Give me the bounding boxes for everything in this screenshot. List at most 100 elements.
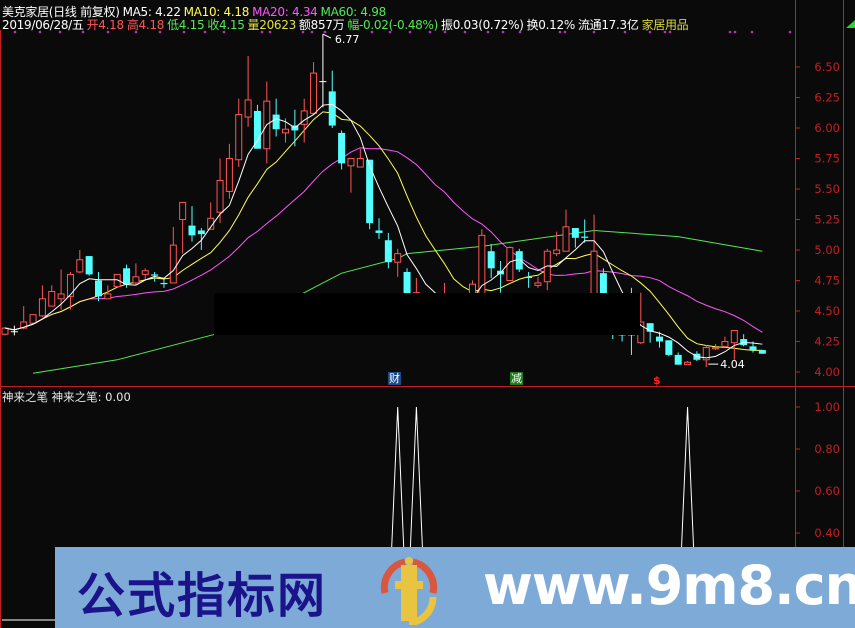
candle-body-doji bbox=[10, 331, 18, 333]
signal-dot bbox=[323, 30, 327, 34]
candle-body-up bbox=[730, 330, 738, 344]
signal-dot bbox=[310, 30, 314, 34]
signal-dot bbox=[623, 30, 627, 34]
y-tick-label: 5.75 bbox=[814, 152, 840, 166]
indicator-label: 神来之笔 神来之笔: 0.00 bbox=[2, 390, 131, 404]
signal-dot bbox=[428, 30, 432, 34]
signal-dot bbox=[388, 30, 392, 34]
candle-body-down bbox=[375, 230, 383, 233]
signal-dot bbox=[501, 30, 505, 34]
y-tick-label: 4.75 bbox=[814, 274, 840, 288]
candle-body-up bbox=[132, 276, 140, 284]
quote-amount: 额857万 bbox=[298, 18, 345, 32]
y-tick-label: 6.50 bbox=[814, 60, 840, 74]
quote-low: 低4.15 bbox=[167, 18, 205, 32]
marker-jian[interactable]: 减 bbox=[510, 372, 523, 385]
signal-dot bbox=[663, 30, 667, 34]
signal-dot bbox=[728, 30, 732, 34]
quote-close: 收4.15 bbox=[207, 18, 245, 32]
candle-body-down bbox=[151, 274, 159, 276]
signal-dot bbox=[408, 30, 412, 34]
candle-body-up bbox=[20, 321, 28, 329]
candle-body-down bbox=[338, 132, 346, 164]
candle-body-up bbox=[347, 158, 355, 167]
candle-body-down bbox=[515, 251, 523, 270]
candle-body-up bbox=[179, 201, 187, 220]
y-tick-label: 5.00 bbox=[814, 243, 840, 257]
signal-dot bbox=[134, 30, 138, 34]
y-tick-label: 4.25 bbox=[814, 335, 840, 349]
ma20-line bbox=[4, 147, 763, 333]
watermark-cn: 公式指标网 bbox=[77, 568, 328, 624]
ma20-value: MA20: 4.34 bbox=[252, 5, 318, 19]
candle-body-up bbox=[394, 253, 402, 263]
signal-dot bbox=[592, 30, 596, 34]
candle-body-down bbox=[253, 110, 261, 149]
signal-dot bbox=[788, 30, 792, 34]
header-ma-line: 美克家居(日线 前复权) MA5: 4.22 MA10: 4.18 MA20: 4.3… bbox=[2, 3, 389, 20]
signal-dot bbox=[301, 30, 305, 34]
header-quote-line: 2019/06/28/五 开4.18 高4.18 低4.15 收4.15 量20623 额8… bbox=[2, 16, 691, 33]
watermark-url: www.9m8.cn bbox=[483, 554, 855, 617]
ma10-line bbox=[4, 111, 763, 351]
signal-dot bbox=[463, 30, 467, 34]
signal-dot bbox=[558, 30, 562, 34]
marker-dollar[interactable]: $ bbox=[653, 374, 661, 387]
candle-body-up bbox=[141, 270, 149, 275]
candle-body-up bbox=[113, 273, 121, 288]
signal-dot bbox=[486, 30, 490, 34]
quote-sector: 家居用品 bbox=[641, 18, 689, 32]
candle-body-up bbox=[300, 110, 308, 125]
candle-body-down bbox=[665, 340, 673, 355]
candle-body-up bbox=[225, 158, 233, 192]
signal-dot bbox=[182, 30, 186, 34]
stock-title: 美克家居(日线 前复权) bbox=[2, 5, 120, 19]
signal-dot bbox=[38, 30, 42, 34]
quote-high: 高4.18 bbox=[126, 18, 165, 32]
candle-body-down bbox=[188, 225, 196, 236]
candle-body-down bbox=[758, 350, 766, 354]
quote-change: 幅-0.02(-0.48%) bbox=[347, 18, 438, 32]
candle-body-down bbox=[328, 91, 336, 126]
ma5-value: MA5: 4.22 bbox=[122, 5, 181, 19]
signal-dot bbox=[13, 30, 17, 34]
ma10-value: MA10: 4.18 bbox=[183, 5, 250, 19]
candle-body-down bbox=[674, 354, 682, 365]
candle-body-down bbox=[571, 228, 579, 238]
candle-body-up bbox=[57, 293, 65, 300]
signal-dot bbox=[648, 30, 652, 34]
quote-turnover: 换0.12% bbox=[526, 18, 576, 32]
candle-body-up bbox=[244, 99, 252, 118]
signal-dot bbox=[106, 30, 110, 34]
watermark-banner: 公式指标网 www.9m8.cn bbox=[55, 547, 855, 628]
candle-body-down bbox=[123, 268, 131, 285]
candle-body-up bbox=[169, 244, 177, 284]
signal-dot bbox=[733, 30, 737, 34]
ind-y-tick-label: 1.00 bbox=[814, 400, 840, 414]
low-price-label: 4.04 bbox=[720, 358, 745, 371]
candle-body-down bbox=[197, 230, 205, 235]
ma60-value: MA60: 4.98 bbox=[320, 5, 387, 19]
candle-body-up bbox=[76, 259, 84, 273]
y-tick-label: 4.00 bbox=[814, 365, 840, 379]
candle-body-down bbox=[581, 236, 589, 238]
up-triangle-icon bbox=[846, 20, 855, 28]
marker-cai[interactable]: 财 bbox=[388, 372, 401, 385]
candle-body-up bbox=[562, 226, 570, 252]
candle-body-down bbox=[487, 251, 495, 269]
candle-body-down bbox=[85, 256, 93, 275]
candle-body-up bbox=[721, 341, 729, 347]
candle-body-up bbox=[553, 249, 561, 255]
candle-body-up bbox=[310, 72, 318, 114]
quote-volume: 量20623 bbox=[247, 18, 297, 32]
high-arrow bbox=[322, 33, 332, 39]
candle-body-down bbox=[646, 323, 654, 332]
signal-dot bbox=[260, 30, 264, 34]
signal-dot bbox=[58, 30, 62, 34]
candle-body-up bbox=[38, 298, 46, 317]
quote-float: 流通17.3亿 bbox=[577, 18, 639, 32]
signal-dot bbox=[518, 30, 522, 34]
candle-body-up bbox=[104, 293, 112, 300]
high-price-label: 6.77 bbox=[335, 33, 360, 46]
